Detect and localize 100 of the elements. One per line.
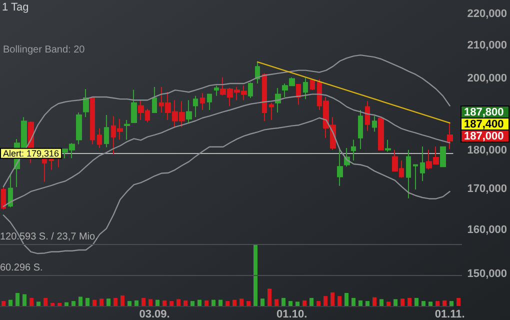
- x-tick-label: 03.09.: [139, 308, 170, 320]
- bar: [114, 298, 118, 306]
- y-tick-label: 150,000: [467, 268, 508, 280]
- candlestick: [358, 110, 363, 150]
- bar: [408, 298, 412, 306]
- bar: [240, 298, 244, 306]
- bar: [134, 300, 138, 306]
- bar: [268, 288, 272, 306]
- bar: [456, 298, 460, 306]
- bar: [450, 301, 454, 306]
- candlestick: [83, 88, 89, 118]
- candlestick: [193, 95, 198, 118]
- bar: [232, 300, 236, 306]
- bar: [156, 300, 160, 306]
- bar: [44, 298, 48, 306]
- bar: [106, 298, 110, 306]
- candlestick: [440, 146, 446, 168]
- bar: [260, 298, 264, 306]
- candlestick: [351, 139, 356, 162]
- bar: [142, 298, 146, 306]
- candlestick: [447, 122, 453, 150]
- candlestick: [337, 149, 343, 186]
- y-tick-label: 200,000: [467, 72, 508, 85]
- y-tick-label: 220,000: [467, 8, 508, 20]
- text: 187,800: [464, 106, 504, 118]
- candlestick: [8, 174, 13, 208]
- bar: [128, 301, 132, 306]
- candlestick: [296, 84, 301, 106]
- candlestick: [152, 86, 157, 113]
- bar: [190, 301, 194, 306]
- candlestick: [378, 118, 384, 150]
- line-series: [2, 94, 450, 208]
- bar: [72, 301, 76, 306]
- bar: [212, 300, 216, 306]
- x-tick-label: 01.10.: [276, 308, 308, 320]
- y-tick-label: 170,000: [467, 183, 508, 196]
- bar: [338, 296, 342, 306]
- bar: [64, 302, 68, 306]
- bar: [296, 302, 300, 306]
- bar: [162, 300, 166, 306]
- bar: [436, 301, 440, 306]
- bar: [36, 302, 40, 306]
- chart-subtitle: 1 Tag: [2, 2, 29, 14]
- bar: [50, 302, 54, 306]
- annotation: Bollinger Band: 20: [3, 44, 86, 56]
- candlestick: [365, 100, 370, 132]
- candlestick: [1, 186, 6, 210]
- bar: [372, 297, 376, 306]
- bar: [8, 300, 12, 306]
- bar: [380, 299, 384, 306]
- ref-line-label: 60.296 S.: [0, 262, 43, 274]
- bar: [330, 292, 334, 306]
- bar: [198, 300, 202, 306]
- bar: [204, 300, 208, 306]
- bar: [282, 298, 286, 306]
- line-series: [2, 54, 450, 188]
- candlestick: [275, 87, 281, 113]
- bar: [218, 300, 222, 306]
- bar: [58, 302, 62, 306]
- candlestick: [269, 102, 274, 121]
- x-tick-label: 01.11.: [434, 308, 465, 320]
- bar: [100, 298, 104, 306]
- candlestick: [97, 128, 102, 149]
- line-series: [2, 117, 450, 254]
- candlestick: [186, 100, 192, 124]
- y-tick-label: 210,000: [467, 40, 508, 52]
- bar: [324, 296, 328, 306]
- candlestick: [104, 114, 109, 148]
- candlestick: [310, 80, 315, 91]
- bar: [366, 301, 370, 306]
- bar: [414, 298, 418, 306]
- bar: [386, 302, 390, 306]
- candlestick: [200, 92, 205, 110]
- bar: [92, 300, 96, 306]
- bar: [120, 295, 124, 306]
- candlestick: [76, 112, 82, 145]
- bar: [316, 301, 320, 306]
- y-tick-label: 180,000: [467, 144, 508, 156]
- bar: [22, 294, 26, 306]
- candlestick: [303, 77, 308, 100]
- candlestick: [372, 116, 377, 132]
- bar: [310, 298, 314, 306]
- bar: [184, 300, 188, 306]
- bar: [302, 300, 306, 306]
- text: 187,000: [464, 130, 504, 142]
- candlestick: [406, 149, 411, 199]
- y-tick-label: 160,000: [467, 224, 508, 236]
- bar: [226, 301, 230, 306]
- bar: [176, 299, 180, 306]
- candlestick: [214, 85, 219, 96]
- candlestick: [90, 96, 95, 145]
- bar: [428, 302, 432, 306]
- bar: [344, 292, 348, 306]
- candlestick: [207, 94, 212, 110]
- bar: [78, 296, 82, 306]
- bar: [16, 292, 20, 306]
- candlestick: [385, 139, 391, 152]
- bar: [246, 301, 250, 306]
- bar: [2, 301, 6, 306]
- bar: [170, 301, 174, 306]
